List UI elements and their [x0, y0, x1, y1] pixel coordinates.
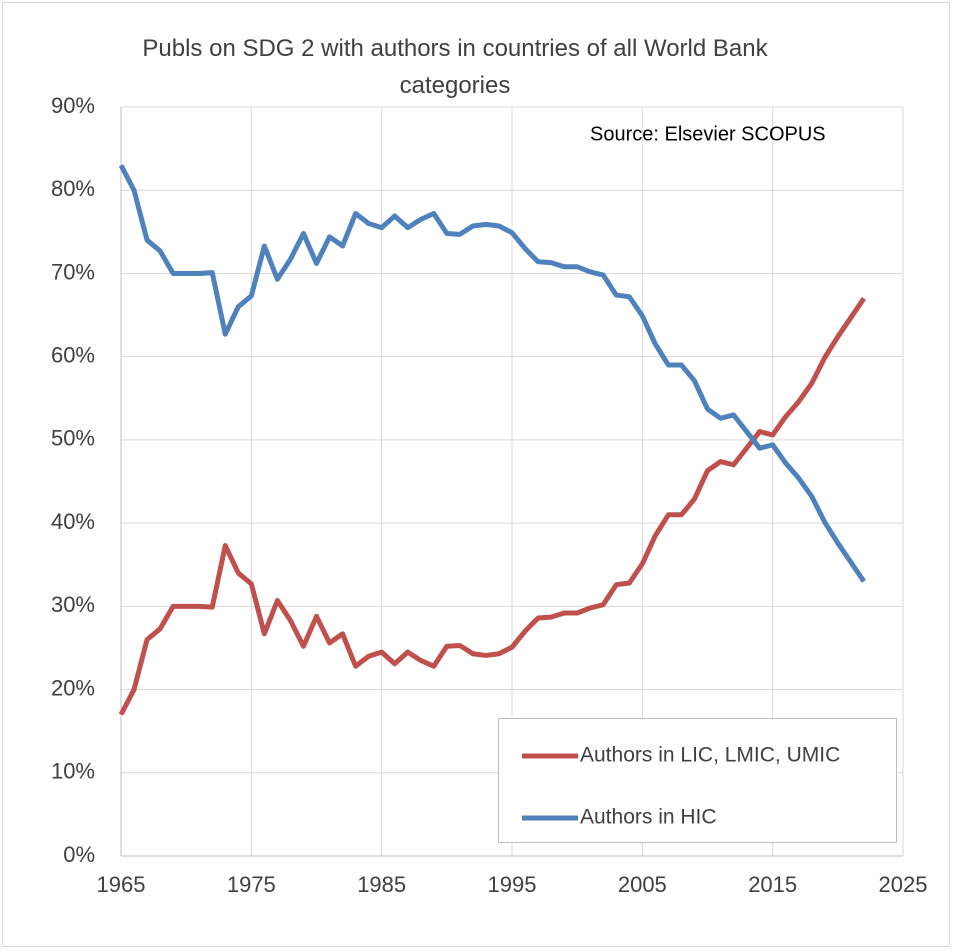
data-line — [118, 164, 866, 583]
x-tick-label: 1995 — [488, 872, 537, 897]
y-tick-label: 30% — [51, 592, 95, 617]
x-tick-label: 1985 — [357, 872, 406, 897]
x-tick-label: 2005 — [618, 872, 667, 897]
legend-box — [498, 718, 897, 843]
lines — [118, 164, 866, 716]
legend-label: Authors in HIC — [580, 806, 717, 829]
x-tick-label: 2015 — [748, 872, 797, 897]
y-tick-label: 20% — [51, 675, 95, 700]
chart-title: Publs on SDG 2 with authors in countries… — [142, 35, 768, 99]
y-tick-label: 0% — [63, 842, 95, 867]
y-tick-label: 40% — [51, 509, 95, 534]
y-tick-label: 90% — [51, 93, 95, 118]
x-tick-label: 2025 — [879, 872, 928, 897]
legend-label: Authors in LIC, LMIC, UMIC — [580, 744, 840, 767]
y-tick-label: 10% — [51, 759, 95, 784]
annotation: Source: Elsevier SCOPUS — [590, 123, 826, 145]
x-tick-label: 1975 — [227, 872, 276, 897]
y-tick-label: 50% — [51, 426, 95, 451]
y-tick-label: 80% — [51, 176, 95, 201]
x-tick-label: 1965 — [97, 872, 146, 897]
y-tick-label: 60% — [51, 342, 95, 367]
data-line — [118, 297, 866, 716]
y-tick-label: 70% — [51, 259, 95, 284]
